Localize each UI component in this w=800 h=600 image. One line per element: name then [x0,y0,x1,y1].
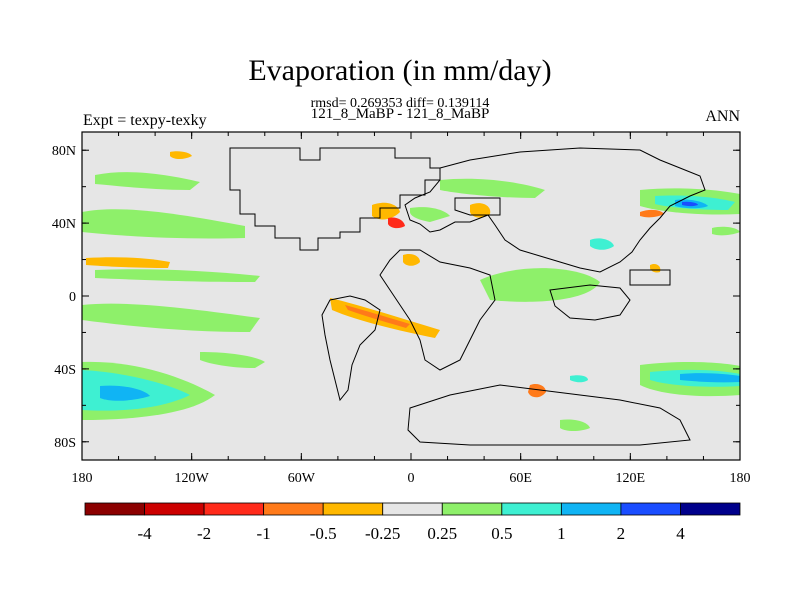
colorbar-label: 4 [676,524,685,543]
north-america-outline [229,147,441,251]
south-america-outline [321,295,381,402]
colorbar [84,502,741,516]
y-tick-label: 80N [52,144,76,159]
fill-sahara-negative [403,253,420,266]
y-tick-labels: 80N 40N 0 40S 80S [52,144,76,451]
x-tick-label: 180 [730,471,751,486]
colorbar-swatch [203,502,265,516]
colorbar-swatch [322,502,384,516]
contour-fills [82,151,740,431]
fill-north-pacific-band [82,209,245,239]
fill-indian-ocean-band [480,268,600,302]
colorbar-label: 2 [617,524,626,543]
fill-tropical-pacific-negative [86,257,170,268]
fill-southern-ocean-core [680,373,740,383]
fill-south-tropical-band [82,303,260,332]
colorbar-swatch [382,502,443,516]
fill-kuroshio-peak [682,201,698,207]
colorbar-label: -0.25 [365,524,400,543]
fill-tropical-pacific-band [95,269,260,282]
x-tick-label: 60W [288,471,316,486]
case-label: 121_8_MaBP - 121_8_MaBP [310,106,490,122]
fill-arctic-negative [170,151,192,159]
y-tick-label: 0 [69,290,76,305]
fill-europe-band [410,207,450,222]
y-tick-label: 40S [54,363,76,378]
axis-ticks [81,132,741,460]
coastlines [229,147,706,446]
fill-china-patch [590,238,614,250]
fill-mediterranean-core [388,217,405,229]
season-label: ANN [705,108,740,125]
antarctica-outline [407,384,691,446]
colorbar-label: -2 [197,524,211,543]
fill-tropical-atlantic-core [345,305,410,328]
colorbar-swatch [441,502,503,516]
colorbar-swatch [620,502,681,516]
maritime-continent-outline [629,269,671,286]
colorbar-label: -0.5 [310,524,337,543]
australia-outline [549,284,631,321]
y-tick-label: 80S [54,436,76,451]
eurasia-outline [404,147,706,273]
colorbar-labels: -4 -2 -1 -0.5 -0.25 0.25 0.5 1 2 4 [137,524,685,543]
fill-south-indian-negative [528,383,546,398]
colorbar-label: 1 [557,524,566,543]
colorbar-label: 0.5 [491,524,512,543]
colorbar-swatch [560,502,622,516]
africa-outline [379,249,496,371]
middle-east-outline [454,197,501,216]
fill-middle-east-negative [470,203,491,218]
colorbar-label: 0.25 [427,524,457,543]
fill-japan-negative [640,209,664,218]
colorbar-swatch [84,502,145,516]
colorbar-swatch [680,502,741,516]
x-tick-label: 0 [408,471,415,486]
fill-south-indian-patch [560,419,590,431]
experiment-label: Expt = texpy-texky [83,112,207,129]
colorbar-swatch [501,502,562,516]
chart-title: Evaporation (in mm/day) [248,54,552,87]
x-tick-label: 60E [509,471,532,486]
fill-south-africa-patch [570,375,588,383]
colorbar-swatch [144,502,205,516]
rmsd-diff-label: rmsd= 0.269353 diff= 0.139114 [310,96,490,111]
x-tick-label: 180 [72,471,93,486]
fill-north-pacific-upper [95,172,200,190]
fill-south-pacific-core [100,385,150,401]
colorbar-label: -4 [137,524,152,543]
x-tick-label: 120E [616,471,646,486]
fill-north-pacific-east [712,226,740,236]
fill-eurasia-band [440,178,545,198]
x-tick-labels: 180 120W 60W 0 60E 120E 180 [72,471,751,486]
fill-mediterranean-negative [372,202,400,220]
colorbar-label: -1 [257,524,271,543]
colorbar-swatch [263,502,324,516]
fill-south-pacific-patch [200,352,265,368]
x-tick-label: 120W [175,471,210,486]
y-tick-label: 40N [52,217,76,232]
